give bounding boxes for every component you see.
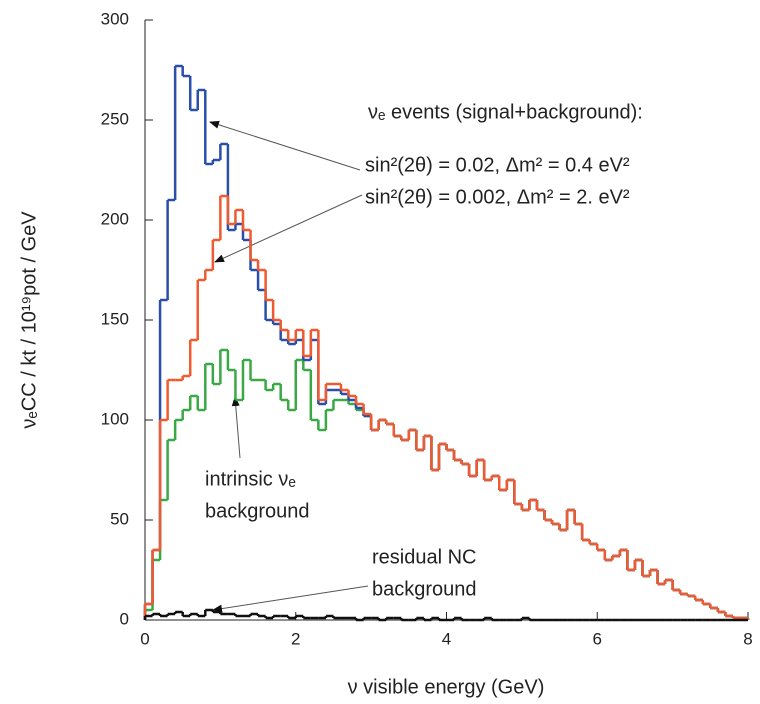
x-tick-label: 2 <box>291 629 300 648</box>
y-tick-label: 300 <box>101 9 129 28</box>
arrow <box>214 194 363 263</box>
y-tick-label: 0 <box>120 609 129 628</box>
annotation: intrinsic νₑ <box>205 468 296 490</box>
arrow <box>231 396 241 459</box>
arrow <box>209 120 361 171</box>
x-tick-label: 8 <box>743 629 752 648</box>
x-tick-label: 6 <box>593 629 602 648</box>
y-tick-label: 100 <box>101 409 129 428</box>
annotation: residual NC <box>372 546 476 568</box>
y-tick-label: 250 <box>101 109 129 128</box>
annotation: background <box>205 500 310 522</box>
x-tick-label: 0 <box>140 629 149 648</box>
y-tick-label: 50 <box>110 509 129 528</box>
y-tick-label: 200 <box>101 209 129 228</box>
x-axis-label: ν visible energy (GeV) <box>348 676 545 698</box>
annotation: background <box>372 578 477 600</box>
annotation: sin²(2θ) = 0.02, Δm² = 0.4 eV² <box>365 154 630 176</box>
y-tick-label: 150 <box>101 309 129 328</box>
annotation: sin²(2θ) = 0.002, Δm² = 2. eV² <box>365 186 630 208</box>
x-tick-label: 4 <box>442 629 451 648</box>
annotation: νₑ events (signal+background): <box>368 101 643 123</box>
y-axis-label: νₑCC / kt / 10¹⁹pot / GeV <box>18 211 40 429</box>
arrow <box>212 585 369 613</box>
arrows <box>209 120 369 613</box>
